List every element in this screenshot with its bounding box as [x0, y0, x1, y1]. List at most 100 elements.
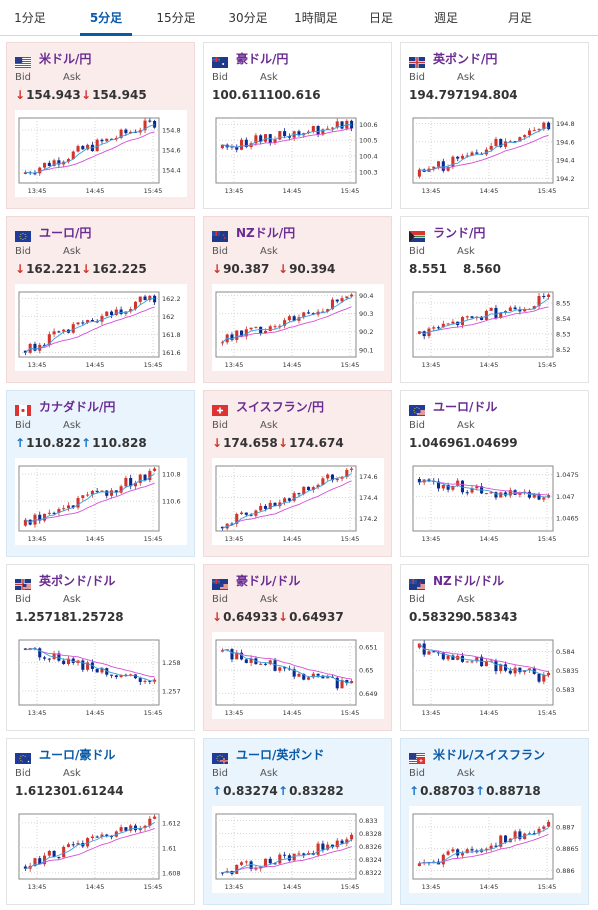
candle-body — [542, 497, 546, 500]
rate-card[interactable]: カナダドル/円 Bid Ask ↑110.822↑110.828 110.6 110.8 1… — [6, 390, 195, 557]
tab-0[interactable]: 1分足 — [14, 11, 46, 25]
rate-card[interactable]: ランド/円 Bid Ask 8.551 8.560 8.52 8.53 8.54 8.55 13:… — [400, 216, 589, 383]
card-title[interactable]: 英ポンド/円 — [409, 50, 498, 68]
ask-label: Ask — [63, 72, 81, 83]
rate-card[interactable]: 米ドル/スイスフラン Bid Ask ↑0.88703↑0.88718 0.886 0.8… — [400, 738, 589, 905]
candle-body — [532, 833, 536, 835]
rate-card[interactable]: スイスフラン/円 Bid Ask ↓174.658↓174.674 174.2 174.4… — [203, 390, 392, 557]
chart-container[interactable]: 1.0465 1.047 1.0475 13:45 14:45 15:45 — [409, 458, 581, 545]
currency-pair-name[interactable]: ランド/円 — [433, 225, 486, 240]
flag-icon — [409, 401, 425, 416]
rate-card[interactable]: 米ドル/円 Bid Ask ↓154.943↓154.945 154.4 154.6 154… — [6, 42, 195, 209]
rate-card[interactable]: ユーロ/英ポンド Bid Ask ↑0.83274↑0.83282 0.8322 0.83… — [203, 738, 392, 905]
tab-4[interactable]: 1時間足 — [294, 11, 338, 25]
bid-label: Bid — [409, 594, 425, 605]
card-title[interactable]: ユーロ/英ポンド — [212, 746, 325, 764]
rate-card[interactable]: NZドル/円 Bid Ask ↓90.387 ↓90.394 90.1 90.2 90.3 90… — [203, 216, 392, 383]
rate-card[interactable]: 英ポンド/ドル Bid Ask 1.257181.25728 1.257 1.258 13:… — [6, 564, 195, 731]
candle-body — [114, 309, 118, 315]
card-title[interactable]: カナダドル/円 — [15, 398, 116, 416]
bid-label: Bid — [15, 768, 31, 779]
chart-container[interactable]: 154.4 154.6 154.8 13:45 14:45 15:45 — [15, 110, 187, 197]
up-arrow-icon: ↑ — [15, 436, 26, 450]
rate-card[interactable]: 豪ドル/ドル Bid Ask ↓0.64933↓0.64937 0.649 0.65 0.6… — [203, 564, 392, 731]
currency-pair-name[interactable]: カナダドル/円 — [39, 399, 116, 414]
candle-body — [437, 481, 441, 489]
chart-container[interactable]: 110.6 110.8 13:45 14:45 15:45 — [15, 458, 187, 545]
tab-7[interactable]: 月足 — [507, 11, 532, 25]
currency-pair-name[interactable]: 豪ドル/円 — [236, 51, 289, 66]
currency-pair-name[interactable]: 米ドル/スイスフラン — [433, 747, 546, 762]
card-title[interactable]: ランド/円 — [409, 224, 486, 242]
chart-container[interactable]: 0.649 0.65 0.651 13:45 14:45 15:45 — [212, 632, 384, 719]
candle-body — [273, 326, 277, 328]
y-tick-label: 0.8326 — [359, 843, 382, 851]
tab-5[interactable]: 日足 — [368, 11, 393, 25]
chart-container[interactable]: 1.257 1.258 13:45 14:45 15:45 — [15, 632, 187, 719]
card-title[interactable]: NZドル/ドル — [409, 572, 505, 590]
currency-pair-name[interactable]: NZドル/円 — [236, 225, 296, 240]
card-title[interactable]: 米ドル/円 — [15, 50, 92, 68]
flag-icon — [212, 401, 228, 416]
candle-body — [494, 660, 498, 672]
y-tick-label: 154.4 — [162, 167, 181, 175]
y-tick-label: 1.61 — [162, 844, 176, 852]
tab-2[interactable]: 15分足 — [156, 11, 196, 25]
y-tick-label: 194.4 — [556, 157, 575, 165]
rate-card[interactable]: ユーロ/ドル Bid Ask 1.046961.04699 1.0465 1.047 1.0… — [400, 390, 589, 557]
ask-label: Ask — [457, 246, 475, 257]
x-tick-label: 15:45 — [144, 535, 163, 543]
card-title[interactable]: ユーロ/円 — [15, 224, 92, 242]
chart-container[interactable]: 0.583 0.5835 0.584 13:45 14:45 15:45 — [409, 632, 581, 719]
card-title[interactable]: 豪ドル/ドル — [212, 572, 301, 590]
candle-body — [38, 648, 42, 658]
chart-container[interactable]: 194.2 194.4 194.6 194.8 13:45 14:45 15:45 — [409, 110, 581, 197]
chart-container[interactable]: 100.3 100.4 100.5 100.6 13:45 14:45 15:45 — [212, 110, 384, 197]
candle-body — [278, 667, 282, 671]
currency-pair-name[interactable]: 豪ドル/ドル — [236, 573, 301, 588]
card-title[interactable]: ユーロ/豪ドル — [15, 746, 116, 764]
candle-body — [537, 828, 541, 834]
currency-pair-name[interactable]: 英ポンド/円 — [433, 51, 498, 66]
chart-container[interactable]: 0.8322 0.8324 0.8326 0.8328 0.833 13:45 14:45 1… — [212, 806, 384, 893]
chart-container[interactable]: 0.886 0.8865 0.887 13:45 14:45 15:45 — [409, 806, 581, 893]
currency-pair-name[interactable]: ユーロ/円 — [39, 225, 92, 240]
x-tick-label: 13:45 — [28, 883, 47, 891]
tab-3[interactable]: 30分足 — [228, 11, 268, 25]
currency-pair-name[interactable]: ユーロ/豪ドル — [39, 747, 116, 762]
candle-body — [484, 493, 488, 495]
currency-pair-name[interactable]: スイスフラン/円 — [236, 399, 325, 414]
chart-container[interactable]: 161.6 161.8 162 162.2 13:45 14:45 15:45 — [15, 284, 187, 371]
rate-card[interactable]: NZドル/ドル Bid Ask 0.583290.58343 0.583 0.5835 0.… — [400, 564, 589, 731]
chart-container[interactable]: 8.52 8.53 8.54 8.55 13:45 14:45 15:45 — [409, 284, 581, 371]
tab-6[interactable]: 週足 — [433, 11, 458, 25]
ask-label: Ask — [260, 72, 278, 83]
card-title[interactable]: ユーロ/ドル — [409, 398, 498, 416]
candle-body — [547, 294, 551, 297]
candle-body — [460, 480, 464, 493]
bid-price: 0.88703 — [420, 784, 475, 798]
card-title[interactable]: スイスフラン/円 — [212, 398, 325, 416]
chart-container[interactable]: 1.608 1.61 1.612 13:45 14:45 15:45 — [15, 806, 187, 893]
price-row: ↓0.64933↓0.64937 — [212, 610, 344, 624]
card-title[interactable]: 英ポンド/ドル — [15, 572, 116, 590]
rate-card[interactable]: 英ポンド/円 Bid Ask 194.797194.804 194.2 194.4 194.… — [400, 42, 589, 209]
card-title[interactable]: 豪ドル/円 — [212, 50, 289, 68]
candle-body — [484, 848, 488, 850]
currency-pair-name[interactable]: ユーロ/ドル — [433, 399, 498, 414]
rate-card[interactable]: ユーロ/円 Bid Ask ↓162.221↓162.225 161.6 161.8 162… — [6, 216, 195, 383]
rate-card[interactable]: 豪ドル/円 Bid Ask 100.611100.616 100.3 100.4 100.5… — [203, 42, 392, 209]
ask-price: 0.58343 — [463, 610, 518, 624]
candle-body — [110, 311, 114, 315]
chart-container[interactable]: 90.1 90.2 90.3 90.4 13:45 14:45 15:45 — [212, 284, 384, 371]
currency-pair-name[interactable]: NZドル/ドル — [433, 573, 505, 588]
chart-container[interactable]: 174.2 174.4 174.6 13:45 14:45 15:45 — [212, 458, 384, 545]
tab-1[interactable]: 5分足 — [80, 0, 132, 36]
ask-label: Ask — [260, 246, 278, 257]
rate-card[interactable]: ユーロ/豪ドル Bid Ask 1.612301.61244 1.608 1.61 1.61… — [6, 738, 195, 905]
card-title[interactable]: NZドル/円 — [212, 224, 296, 242]
currency-pair-name[interactable]: ユーロ/英ポンド — [236, 747, 325, 762]
card-title[interactable]: 米ドル/スイスフラン — [409, 746, 546, 764]
currency-pair-name[interactable]: 米ドル/円 — [39, 51, 92, 66]
currency-pair-name[interactable]: 英ポンド/ドル — [39, 573, 116, 588]
